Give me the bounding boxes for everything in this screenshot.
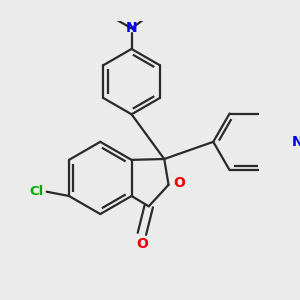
Text: N: N — [126, 21, 137, 35]
Text: O: O — [136, 237, 148, 251]
Text: O: O — [173, 176, 185, 190]
Text: Cl: Cl — [29, 185, 44, 198]
Text: N: N — [292, 135, 300, 149]
